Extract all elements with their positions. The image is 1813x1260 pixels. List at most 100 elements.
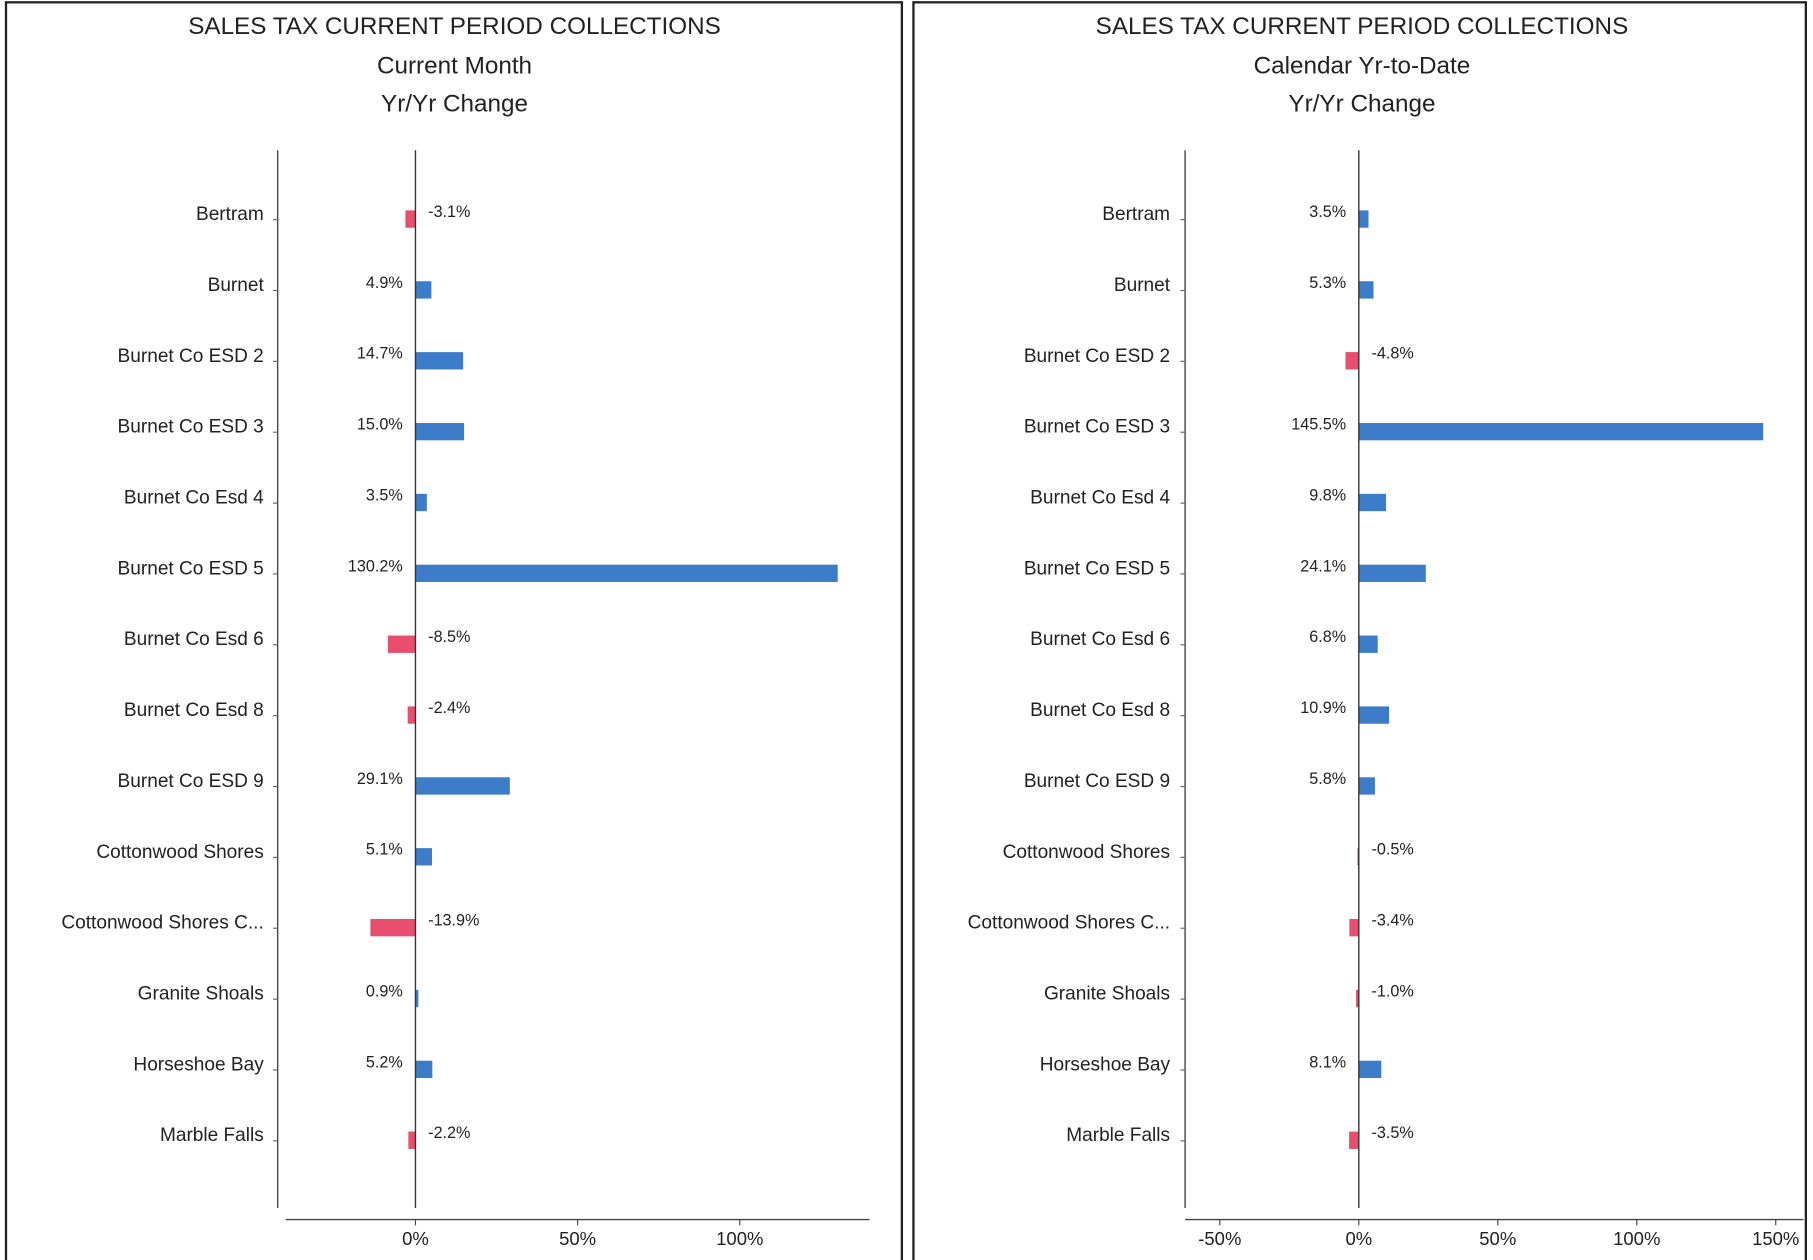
category-label: Cottonwood Shores: [1003, 842, 1170, 863]
category-label: Horseshoe Bay: [133, 1054, 264, 1075]
bar: [415, 352, 464, 370]
value-label: 0.9%: [366, 982, 403, 1000]
bar: [1357, 848, 1359, 866]
bar: [415, 564, 838, 583]
x-tick-label: 50%: [1479, 1228, 1516, 1249]
bar: [1358, 564, 1426, 583]
bar: [415, 848, 433, 866]
category-label: Burnet Co ESD 2: [1024, 346, 1170, 367]
bar: [1358, 281, 1374, 299]
category-label: Burnet Co ESD 5: [118, 558, 264, 579]
value-label: -4.8%: [1372, 345, 1414, 363]
bar: [1358, 1060, 1382, 1079]
value-label: 6.8%: [1309, 628, 1346, 646]
value-label: 3.5%: [366, 486, 403, 504]
bar: [1358, 635, 1378, 653]
x-tick-label: 100%: [716, 1228, 763, 1249]
category-label: Cottonwood Shores C...: [968, 913, 1170, 934]
category-label: Cottonwood Shores C...: [61, 913, 263, 934]
chart-title: SALES TAX CURRENT PERIOD COLLECTIONS: [1096, 13, 1629, 40]
bar: [1358, 706, 1390, 724]
bar: [1358, 777, 1375, 795]
value-label: 10.9%: [1300, 699, 1346, 717]
bar: [1345, 352, 1359, 370]
category-label: Burnet Co ESD 9: [118, 771, 264, 792]
x-tick-label: 0%: [1345, 1228, 1372, 1249]
value-label: 3.5%: [1309, 203, 1346, 221]
category-label: Burnet: [208, 275, 265, 296]
bar: [415, 989, 419, 1008]
value-label: 29.1%: [357, 770, 403, 788]
category-label: Marble Falls: [160, 1125, 264, 1146]
value-label: 9.8%: [1309, 486, 1346, 504]
value-label: -0.5%: [1372, 841, 1414, 859]
bar: [408, 1131, 416, 1149]
value-label: -1.0%: [1372, 982, 1414, 1000]
x-tick-label: 50%: [559, 1228, 596, 1249]
category-label: Horseshoe Bay: [1040, 1054, 1171, 1075]
value-label: 5.3%: [1309, 274, 1346, 292]
category-label: Granite Shoals: [1044, 984, 1170, 1005]
category-label: Burnet Co ESD 3: [1024, 417, 1170, 438]
chart-title: SALES TAX CURRENT PERIOD COLLECTIONS: [188, 13, 721, 40]
value-label: -8.5%: [428, 628, 470, 646]
value-label: 14.7%: [357, 345, 403, 363]
value-label: -2.4%: [428, 699, 470, 717]
value-label: 24.1%: [1300, 557, 1346, 575]
bar: [415, 493, 427, 512]
category-label: Burnet Co Esd 4: [124, 487, 264, 508]
category-label: Bertram: [196, 204, 264, 225]
category-label: Burnet Co Esd 8: [1030, 700, 1170, 721]
bar: [405, 210, 416, 228]
category-label: Bertram: [1102, 204, 1170, 225]
category-label: Burnet Co Esd 8: [124, 700, 264, 721]
value-label: 5.2%: [366, 1053, 403, 1071]
bar: [1358, 210, 1369, 228]
x-tick-label: 150%: [1752, 1228, 1799, 1249]
value-label: -3.5%: [1372, 1124, 1414, 1142]
bar: [1358, 422, 1764, 441]
value-label: 15.0%: [357, 416, 403, 434]
category-label: Burnet Co ESD 2: [118, 346, 264, 367]
value-label: 145.5%: [1291, 416, 1346, 434]
category-label: Marble Falls: [1066, 1125, 1170, 1146]
chart-subtitle: Calendar Yr-to-Date: [1254, 52, 1471, 79]
category-label: Burnet: [1114, 275, 1171, 296]
panel-border: [4, 1, 904, 1260]
category-label: Burnet Co Esd 6: [124, 629, 264, 650]
bar: [1349, 918, 1359, 937]
value-label: 4.9%: [366, 274, 403, 292]
x-tick-label: 100%: [1613, 1228, 1660, 1249]
category-label: Cottonwood Shores: [96, 842, 263, 863]
x-tick-label: 0%: [402, 1228, 429, 1249]
category-label: Burnet Co ESD 3: [118, 417, 264, 438]
chart-subtitle: Yr/Yr Change: [381, 91, 528, 118]
category-label: Burnet Co ESD 5: [1024, 558, 1170, 579]
bar: [387, 635, 416, 653]
value-label: 5.8%: [1309, 770, 1346, 788]
chart-subtitle: Yr/Yr Change: [1288, 91, 1435, 118]
bar: [407, 706, 416, 724]
x-tick-label: -50%: [1198, 1228, 1241, 1249]
bar: [1356, 989, 1359, 1008]
category-label: Burnet Co Esd 6: [1030, 629, 1170, 650]
value-label: 130.2%: [348, 557, 403, 575]
category-label: Burnet Co ESD 9: [1024, 771, 1170, 792]
bar: [1349, 1131, 1359, 1149]
bar: [415, 422, 465, 441]
value-label: -2.2%: [428, 1124, 470, 1142]
category-label: Burnet Co Esd 4: [1030, 487, 1170, 508]
bar: [415, 281, 432, 299]
bar: [415, 777, 510, 795]
bar: [370, 918, 416, 937]
panel-border: [912, 1, 1807, 1260]
value-label: 5.1%: [366, 841, 403, 859]
value-label: -13.9%: [428, 912, 479, 930]
category-label: Granite Shoals: [138, 984, 264, 1005]
bar: [415, 1060, 433, 1079]
value-label: -3.1%: [428, 203, 470, 221]
chart-subtitle: Current Month: [377, 52, 532, 79]
bar: [1358, 493, 1387, 512]
value-label: 8.1%: [1309, 1053, 1346, 1071]
